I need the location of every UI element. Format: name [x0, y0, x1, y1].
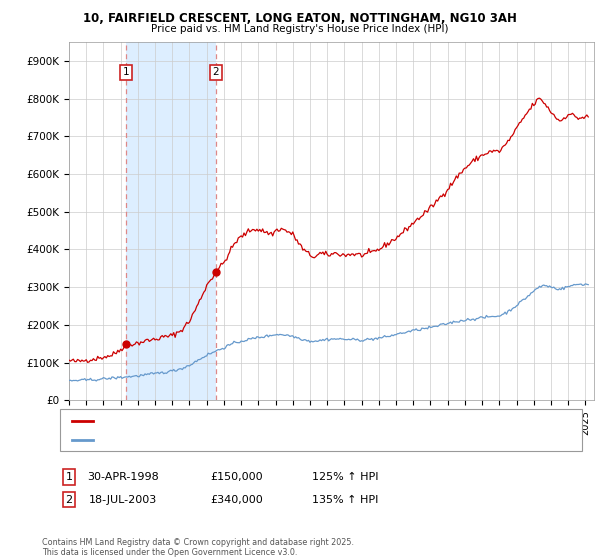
- Text: 1: 1: [123, 67, 130, 77]
- Text: 1: 1: [65, 472, 73, 482]
- Bar: [127, 42, 216, 400]
- Text: HPI: Average price, detached house, Erewash: HPI: Average price, detached house, Erew…: [99, 436, 304, 445]
- Text: 125% ↑ HPI: 125% ↑ HPI: [312, 472, 378, 482]
- Text: 18-JUL-2003: 18-JUL-2003: [89, 494, 157, 505]
- Text: 2: 2: [212, 67, 220, 77]
- Text: 10, FAIRFIELD CRESCENT, LONG EATON, NOTTINGHAM, NG10 3AH (detached house): 10, FAIRFIELD CRESCENT, LONG EATON, NOTT…: [99, 416, 478, 425]
- Text: £150,000: £150,000: [211, 472, 263, 482]
- Text: Contains HM Land Registry data © Crown copyright and database right 2025.
This d: Contains HM Land Registry data © Crown c…: [42, 538, 354, 557]
- Text: Price paid vs. HM Land Registry's House Price Index (HPI): Price paid vs. HM Land Registry's House …: [151, 24, 449, 34]
- Text: 2: 2: [65, 494, 73, 505]
- Text: 135% ↑ HPI: 135% ↑ HPI: [312, 494, 378, 505]
- Text: 10, FAIRFIELD CRESCENT, LONG EATON, NOTTINGHAM, NG10 3AH: 10, FAIRFIELD CRESCENT, LONG EATON, NOTT…: [83, 12, 517, 25]
- Text: 30-APR-1998: 30-APR-1998: [87, 472, 159, 482]
- Text: £340,000: £340,000: [211, 494, 263, 505]
